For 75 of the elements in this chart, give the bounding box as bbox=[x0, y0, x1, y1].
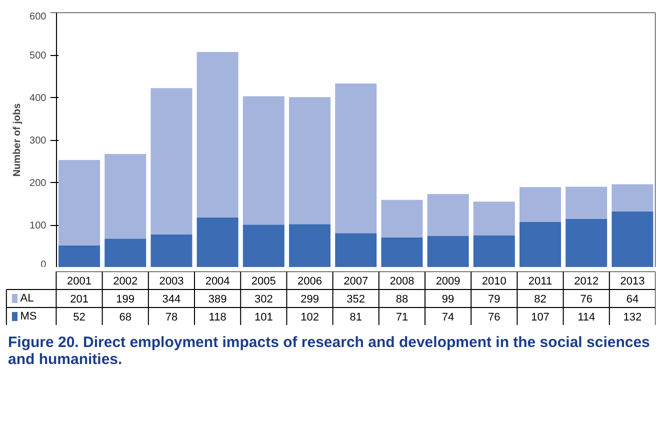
bar bbox=[104, 154, 146, 239]
data-label: 102 bbox=[300, 312, 319, 324]
caption: Figure 20. Direct employment impacts of research and development in the social sciences and humanities. bbox=[8, 334, 651, 368]
bar bbox=[335, 233, 377, 267]
bar bbox=[289, 97, 330, 224]
bar bbox=[150, 88, 192, 234]
data-label: 82 bbox=[534, 294, 546, 306]
data-label: 101 bbox=[254, 312, 273, 324]
bar bbox=[196, 217, 238, 267]
bar bbox=[566, 219, 608, 267]
data-label: 78 bbox=[165, 312, 178, 324]
bar bbox=[473, 202, 515, 236]
y-tick-label: 500 bbox=[30, 50, 47, 62]
data-label: 68 bbox=[119, 312, 132, 324]
x-tick-label: 2007 bbox=[344, 276, 368, 288]
data-label: 389 bbox=[208, 294, 227, 306]
data-label: 199 bbox=[116, 294, 135, 306]
data-label: 344 bbox=[162, 294, 181, 306]
x-tick-label: 2002 bbox=[113, 276, 138, 288]
y-tick-label: 300 bbox=[30, 136, 47, 146]
x-tick-label: 2012 bbox=[574, 276, 599, 288]
x-tick-label: 2009 bbox=[436, 276, 460, 288]
x-tick-label: 2004 bbox=[205, 276, 230, 288]
data-label: 76 bbox=[580, 294, 592, 306]
bar bbox=[612, 211, 654, 267]
y-tick-label: 400 bbox=[30, 93, 47, 104]
x-tick-label: 2010 bbox=[482, 276, 506, 288]
data-label: 132 bbox=[623, 312, 642, 324]
bar bbox=[242, 96, 284, 225]
y-tick-label: 100 bbox=[30, 220, 47, 232]
bar bbox=[196, 52, 238, 218]
bar bbox=[104, 238, 146, 267]
data-label: 52 bbox=[73, 312, 86, 324]
bar bbox=[335, 83, 377, 234]
bar bbox=[520, 222, 561, 267]
data-label: 302 bbox=[254, 294, 273, 306]
x-tick-label: 2001 bbox=[67, 276, 92, 288]
bar bbox=[381, 200, 423, 238]
x-tick-label: 2013 bbox=[620, 276, 645, 288]
x-tick-label: 2011 bbox=[528, 276, 552, 288]
data-label: 114 bbox=[578, 312, 596, 324]
bar bbox=[612, 184, 654, 212]
data-label: 107 bbox=[531, 312, 550, 324]
data-label: 79 bbox=[488, 294, 500, 306]
data-label: 76 bbox=[488, 312, 500, 324]
bar bbox=[473, 235, 515, 267]
bar bbox=[58, 245, 100, 267]
y-tick-label: 200 bbox=[30, 178, 47, 189]
y-tick-label: 600 bbox=[30, 12, 47, 22]
bar bbox=[289, 224, 330, 267]
data-label: 201 bbox=[70, 294, 88, 306]
bar bbox=[58, 160, 100, 246]
data-label: 299 bbox=[300, 294, 319, 306]
y-axis-title: Number of jobs bbox=[12, 102, 23, 177]
x-tick-label: 2003 bbox=[159, 276, 184, 288]
x-tick-label: 2008 bbox=[390, 276, 414, 288]
legend-label: AL bbox=[20, 292, 34, 304]
data-label: 99 bbox=[442, 294, 454, 306]
legend-label: MS bbox=[20, 310, 37, 322]
bar bbox=[427, 236, 469, 267]
x-tick-label: 2006 bbox=[298, 276, 322, 288]
x-tick-label: 2005 bbox=[251, 276, 276, 288]
bar bbox=[520, 187, 561, 222]
bar bbox=[566, 186, 608, 220]
bar bbox=[150, 234, 192, 267]
data-label: 74 bbox=[442, 312, 454, 324]
data-label: 352 bbox=[346, 294, 366, 306]
data-label: 64 bbox=[626, 294, 639, 306]
data-label: 88 bbox=[396, 294, 408, 306]
bar bbox=[242, 224, 284, 267]
data-label: 81 bbox=[350, 312, 362, 324]
bar bbox=[381, 237, 423, 267]
bar bbox=[427, 194, 469, 236]
data-label: 71 bbox=[396, 312, 408, 324]
data-label: 118 bbox=[208, 312, 226, 324]
